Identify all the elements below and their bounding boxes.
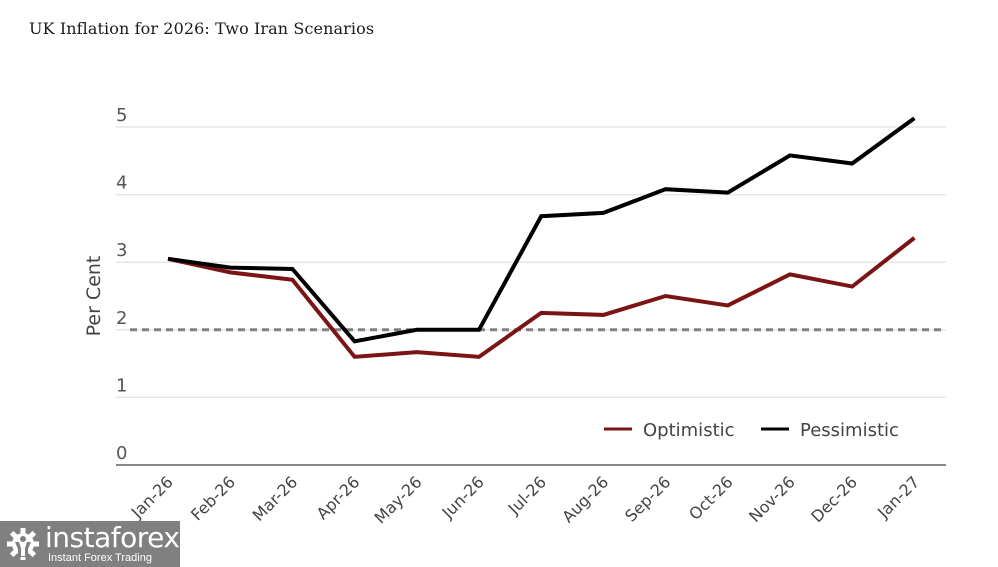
x-tick-label: Jun-26 [438, 472, 488, 522]
legend-label-pessimistic: Pessimistic [800, 420, 899, 441]
x-tick-label: Jul-26 [504, 472, 550, 518]
instaforex-watermark: instaforex Instant Forex Trading [0, 521, 180, 567]
x-tick-label: Apr-26 [313, 472, 364, 523]
y-tick-label: 0 [116, 443, 127, 464]
x-tick-label: Jan-26 [127, 472, 177, 522]
legend-label-optimistic: Optimistic [643, 420, 735, 441]
legend: Optimistic Pessimistic [604, 420, 899, 441]
chart-title: UK Inflation for 2026: Two Iran Scenario… [29, 19, 375, 38]
x-tick-label: Sep-26 [621, 472, 674, 525]
gridlines [116, 126, 946, 399]
x-tick-label: Dec-26 [807, 472, 861, 526]
x-tick-label: Nov-26 [745, 472, 799, 526]
x-tick-label: Aug-26 [558, 472, 612, 526]
y-tick-label: 1 [116, 375, 127, 396]
x-tick-label: Mar-26 [249, 472, 302, 525]
y-tick-label: 4 [116, 173, 127, 194]
x-tick-label: Oct-26 [685, 472, 736, 523]
x-tick-label: Jan-27 [873, 472, 923, 522]
series-line-pessimistic [167, 116, 916, 344]
x-tick-labels: Jan-26 Feb-26 Mar-26 Apr-26 May-26 Jun-26 Jul-… [127, 472, 923, 527]
y-tick-label: 3 [116, 240, 127, 261]
gear-logo-icon [7, 528, 39, 560]
watermark-tagline: Instant Forex Trading [48, 552, 152, 564]
series-line-optimistic [167, 236, 916, 359]
y-tick-label: 2 [116, 308, 127, 329]
series-lines [167, 116, 916, 359]
y-tick-label: 5 [116, 105, 127, 126]
x-tick-label: May-26 [371, 472, 426, 527]
watermark-brand: instaforex [45, 521, 180, 554]
x-tick-label: Feb-26 [187, 472, 239, 524]
y-tick-labels: 0 1 2 3 4 5 [116, 105, 127, 464]
y-axis-label: Per Cent [83, 256, 105, 337]
